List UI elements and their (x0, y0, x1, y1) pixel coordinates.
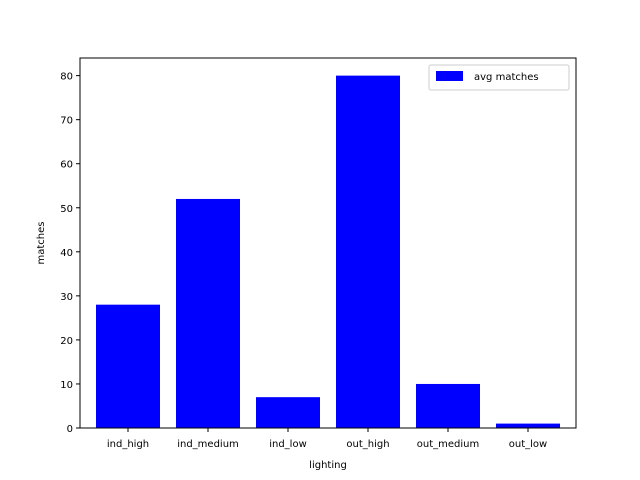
bar-out_low (496, 423, 560, 428)
x-tick-label-out_high: out_high (346, 439, 389, 450)
x-tick-label-ind_high: ind_high (107, 439, 149, 450)
bar-ind_medium (176, 198, 240, 428)
x-tick-label-out_medium: out_medium (417, 439, 479, 450)
y-tick-label: 20 (60, 336, 73, 347)
y-tick-label: 50 (60, 204, 73, 215)
plot-frame (79, 57, 577, 429)
y-tick-label: 10 (60, 380, 73, 391)
bar-out_high (336, 75, 400, 428)
y-tick-label: 80 (60, 72, 73, 83)
y-tick-label: 40 (60, 248, 73, 259)
y-tick-label: 60 (60, 160, 73, 171)
legend-frame (428, 64, 570, 91)
bars-group (96, 75, 560, 428)
bar-ind_low (256, 397, 320, 428)
x-axis: ind_high ind_medium ind_low out_high out_med… (107, 428, 547, 450)
y-tick-label: 70 (60, 116, 73, 127)
x-tick-label-ind_medium: ind_medium (177, 439, 239, 450)
legend: avg matches (428, 64, 570, 91)
legend-label: avg matches (474, 72, 539, 83)
x-tick-label-ind_low: ind_low (269, 439, 307, 450)
x-axis-label: lighting (309, 460, 347, 471)
y-axis: 0 10 20 30 40 50 60 70 80 (60, 72, 80, 435)
y-tick-label: 0 (67, 424, 73, 435)
y-axis-label: matches (36, 222, 47, 265)
y-tick-label: 30 (60, 292, 73, 303)
bar-out_medium (416, 383, 480, 428)
x-tick-label-out_low: out_low (509, 439, 547, 450)
bar-ind_high (96, 304, 160, 428)
legend-swatch (436, 71, 463, 81)
